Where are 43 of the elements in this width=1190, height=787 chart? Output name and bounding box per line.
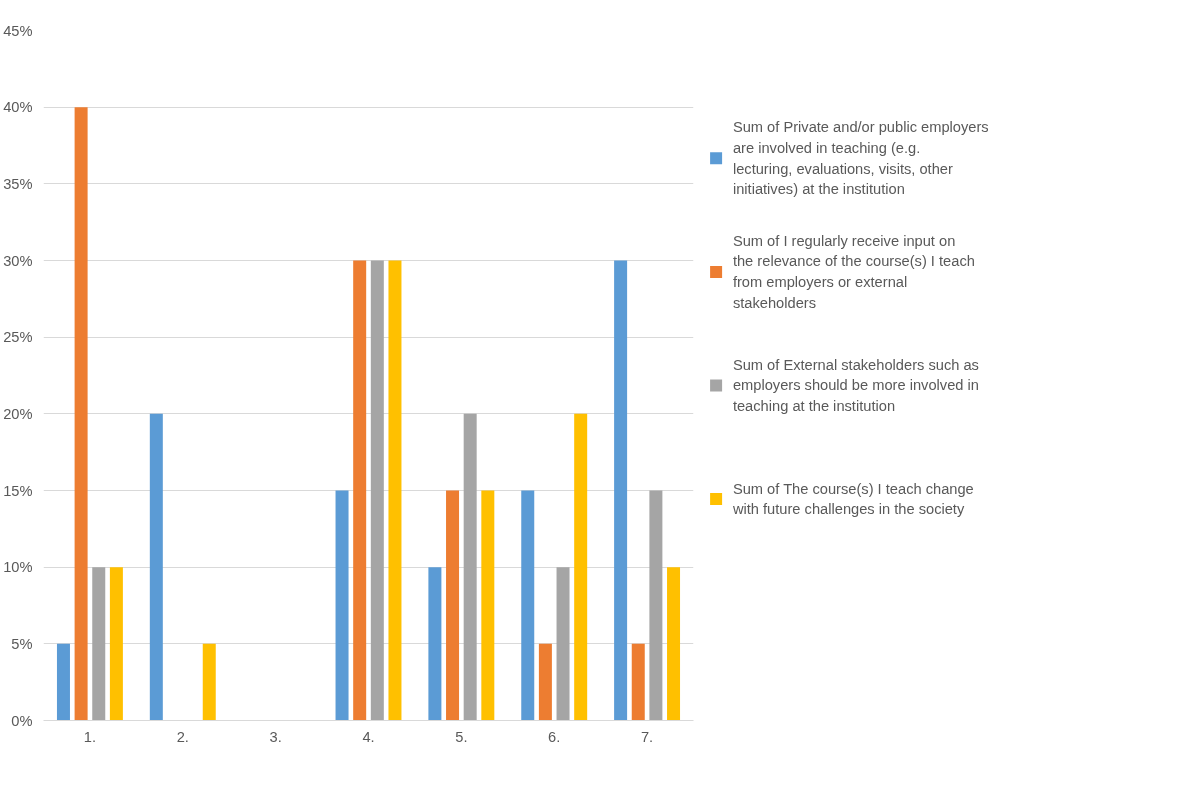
legend-label: Sum of Private and/or public employers are involved in teaching (e.g. lecturing, evaluations, visits, other initiatives) at the institution (732, 119, 989, 198)
y-tick-label: 15% (3, 482, 33, 499)
y-tick-label: 0% (11, 712, 33, 729)
bar (56, 643, 70, 721)
bar (481, 490, 495, 721)
legend-label: Sum of I regularly receive input on the relevance of the course(s) I teach from employers or external stakeholders (732, 232, 975, 312)
bar (149, 413, 163, 721)
bar (446, 490, 460, 721)
y-tick-label: 45% (3, 22, 33, 39)
bar (667, 567, 681, 721)
y-tick-label: 10% (3, 559, 33, 576)
bar (109, 567, 123, 721)
bar (428, 567, 442, 721)
y-tick-label: 5% (11, 635, 33, 652)
bar (74, 107, 88, 721)
x-tick-label: 3. (269, 728, 282, 745)
x-tick-label: 2. (176, 728, 189, 745)
legend-label: Sum of External stakeholders such as employers should be more involved in teaching at the institution (732, 356, 979, 415)
y-tick-label: 30% (3, 252, 33, 269)
legend-label: Sum of The course(s) I teach change with future challenges in the society (731, 480, 974, 518)
x-tick-label: 7. (640, 728, 654, 745)
bar (202, 643, 216, 721)
x-tick-label: 6. (548, 728, 561, 745)
bar (92, 567, 106, 721)
bar (370, 260, 384, 721)
bar (614, 260, 628, 721)
bar (463, 413, 477, 721)
y-tick-label: 35% (3, 175, 33, 192)
bar (521, 490, 535, 721)
bar (353, 260, 367, 721)
bar (335, 490, 349, 721)
bar (388, 260, 402, 721)
bar (574, 413, 588, 721)
y-tick-label: 40% (3, 99, 33, 116)
bar (631, 643, 645, 721)
bar (538, 643, 552, 721)
bar (556, 567, 570, 721)
y-tick-label: 20% (3, 405, 33, 422)
x-tick-label: 1. (83, 728, 97, 745)
bar (649, 490, 663, 721)
y-tick-label: 25% (3, 329, 33, 346)
x-tick-label: 5. (455, 728, 468, 745)
x-tick-label: 4. (362, 728, 375, 745)
